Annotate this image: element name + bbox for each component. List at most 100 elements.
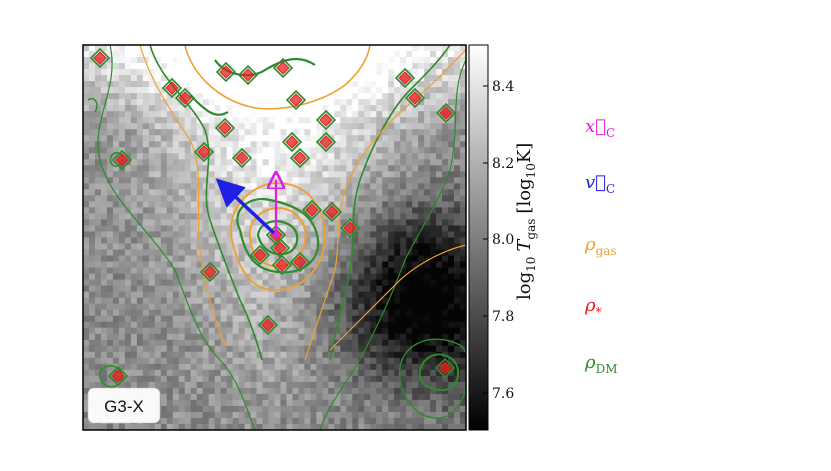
heatmap-cell [340, 207, 347, 215]
heatmap-cell [262, 411, 270, 419]
heatmap-cell [124, 261, 132, 269]
heatmap-cell [358, 111, 365, 118]
heatmap-cell [346, 357, 353, 365]
heatmap-cell [83, 405, 90, 413]
heatmap-cell [430, 255, 437, 263]
heatmap-cell [310, 63, 317, 70]
heatmap-cell [316, 165, 323, 172]
heatmap-cell [454, 327, 461, 335]
heatmap-cell [142, 135, 150, 142]
heatmap-cell [220, 45, 228, 52]
heatmap-cell [184, 363, 192, 371]
heatmap-cell [268, 147, 276, 154]
heatmap-cell [406, 219, 413, 227]
heatmap-cell [88, 99, 96, 106]
heatmap-cell [376, 201, 383, 209]
heatmap-cell [88, 177, 96, 184]
heatmap-cell [442, 333, 449, 341]
heatmap-cell [178, 63, 186, 70]
heatmap-cell [388, 177, 395, 184]
heatmap-cell [292, 75, 300, 82]
heatmap-cell [460, 237, 466, 245]
heatmap-cell [364, 165, 371, 172]
heatmap-cell [310, 357, 317, 365]
heatmap-cell [352, 129, 359, 136]
heatmap-cell [316, 405, 323, 413]
heatmap-cell [94, 333, 102, 341]
heatmap-cell [454, 195, 461, 203]
heatmap-cell [286, 117, 294, 124]
heatmap-cell [124, 267, 132, 275]
heatmap-cell [220, 327, 228, 335]
heatmap-cell [370, 249, 377, 257]
heatmap-cell [322, 75, 329, 82]
heatmap-cell [250, 177, 258, 184]
heatmap-cell [448, 375, 455, 383]
heatmap-cell [142, 129, 150, 136]
heatmap-cell [310, 375, 317, 383]
heatmap-cell [304, 267, 311, 275]
heatmap-cell [244, 171, 252, 178]
heatmap-cell [238, 387, 246, 395]
heatmap-cell [172, 111, 180, 118]
heatmap-cell [160, 57, 168, 64]
heatmap-cell [268, 345, 276, 353]
heatmap-cell [214, 339, 222, 347]
heatmap-cell [346, 123, 353, 130]
heatmap-cell [83, 315, 90, 323]
heatmap-cell [94, 177, 102, 184]
heatmap-cell [232, 405, 240, 413]
dm-clump-ring [111, 149, 133, 171]
heatmap-cell [358, 393, 365, 401]
heatmap-cell [202, 333, 210, 341]
heatmap-cell [274, 297, 282, 305]
heatmap-cell [232, 279, 240, 287]
heatmap-cell [83, 327, 90, 335]
heatmap-cell [358, 45, 365, 52]
heatmap-cell [232, 255, 240, 263]
heatmap-cell [196, 297, 204, 305]
heatmap-cell [376, 405, 383, 413]
heatmap-cell [160, 351, 168, 359]
heatmap-cell [442, 249, 449, 257]
heatmap-cell [328, 261, 335, 269]
heatmap-cell [220, 369, 228, 377]
heatmap-cell [250, 81, 258, 88]
heatmap-cell [310, 237, 317, 245]
heatmap-cell [340, 309, 347, 317]
heatmap-cell [304, 405, 311, 413]
heatmap-cell [154, 99, 162, 106]
heatmap-cell [226, 363, 234, 371]
heatmap-cell [298, 195, 306, 203]
heatmap-cell [430, 129, 437, 136]
heatmap-cell [106, 351, 114, 359]
heatmap-cell [250, 321, 258, 329]
heatmap-cell [112, 75, 120, 82]
heatmap-cell [142, 357, 150, 365]
heatmap-cell [358, 303, 365, 311]
heatmap-cell [184, 291, 192, 299]
heatmap-cell [454, 129, 461, 136]
heatmap-cell [460, 219, 466, 227]
heatmap-cell [298, 327, 306, 335]
heatmap-cell [226, 75, 234, 82]
heatmap-cell [370, 99, 377, 106]
heatmap-cell [136, 135, 144, 142]
heatmap-cell [400, 69, 407, 76]
heatmap-cell [100, 369, 108, 377]
heatmap-cell [172, 201, 180, 209]
heatmap-cell [124, 87, 132, 94]
heatmap-cell [430, 81, 437, 88]
heatmap-cell [112, 333, 120, 341]
heatmap-cell [298, 339, 306, 347]
heatmap-cell [430, 183, 437, 190]
heatmap-cell [148, 105, 156, 112]
heatmap-cell [124, 213, 132, 221]
heatmap-cell [262, 363, 270, 371]
heatmap-cell [196, 405, 204, 413]
heatmap-cell [208, 321, 216, 329]
heatmap-cell [280, 339, 288, 347]
heatmap-cell [454, 141, 461, 148]
heatmap-cell [178, 45, 186, 52]
heatmap-cell [244, 231, 252, 239]
